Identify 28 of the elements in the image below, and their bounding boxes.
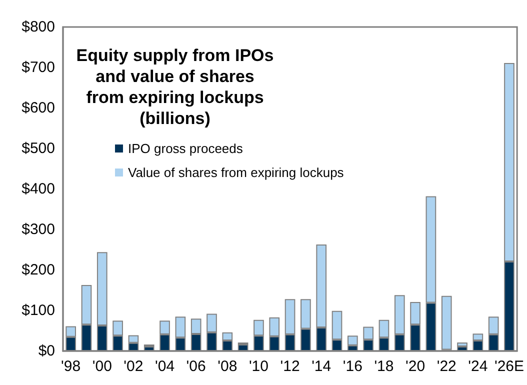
y-tick-label: $600: [22, 100, 55, 116]
y-tick-label: $200: [22, 262, 55, 278]
x-tick-label: '08: [218, 358, 238, 375]
legend-label: IPO gross proceeds: [128, 141, 244, 156]
x-tick-label: '04: [154, 358, 175, 375]
x-tick-label: '20: [406, 358, 426, 375]
legend-label: Value of shares from expiring lockups: [128, 165, 344, 180]
x-tick-label: '02: [124, 358, 144, 375]
x-tick-label: '10: [248, 358, 268, 375]
x-tick-label: '14: [312, 358, 332, 375]
x-tick-label: '06: [186, 358, 206, 375]
y-tick-label: $800: [22, 18, 55, 36]
y-tick-label: $700: [22, 59, 55, 76]
y-tick-label: $500: [22, 140, 55, 157]
x-tick-label: '16: [342, 358, 362, 375]
x-tick-label: '98: [61, 358, 81, 375]
bar: [457, 342, 468, 347]
x-tick-label: '22: [436, 358, 456, 375]
y-tick-label: $300: [22, 221, 55, 238]
x-tick-label: '18: [374, 358, 394, 375]
x-tick-label: '26E: [494, 358, 524, 375]
y-tick-label: $0: [38, 342, 55, 360]
x-tick-label: '00: [92, 358, 112, 375]
y-tick-label: $100: [22, 302, 55, 319]
x-tick-label: '24: [468, 358, 488, 375]
y-tick-label: $400: [22, 180, 55, 198]
text: Equity supply from IPOs and value of shares from expiring lockups (billions): [76, 46, 274, 128]
x-tick-label: '12: [280, 358, 300, 375]
